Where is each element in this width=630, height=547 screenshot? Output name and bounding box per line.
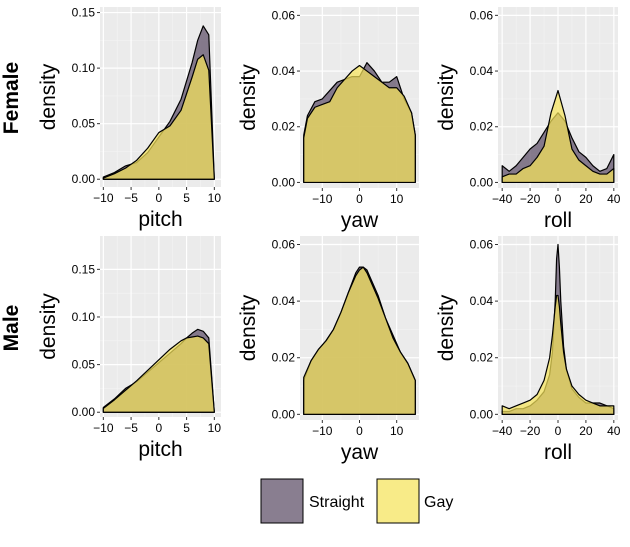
y-tick-label: 0.00 <box>72 172 96 186</box>
x-tick-label: 10 <box>208 191 222 205</box>
legend: Straight Gay <box>260 478 453 524</box>
x-tick-label: 0 <box>555 424 562 438</box>
panel-female-roll: 0.00 0.02 0.04 0.06 −40 −20 0 20 40 roll density <box>435 7 621 232</box>
x-tick-label: 20 <box>579 192 593 206</box>
x-tick-label: −40 <box>492 192 513 206</box>
x-tick-label: 40 <box>607 192 621 206</box>
y-axis-label: density <box>37 63 60 130</box>
y-axis-label: density <box>37 293 60 360</box>
y-tick-label: 0.02 <box>470 351 494 365</box>
panel-female-yaw: 0.00 0.02 0.04 0.06 −10 0 10 yaw density <box>237 7 419 232</box>
x-axis-label: roll <box>544 441 572 464</box>
x-tick-label: −10 <box>312 424 333 438</box>
x-tick-label: 0 <box>555 192 562 206</box>
y-tick-label: 0.04 <box>470 294 494 308</box>
x-tick-label: 20 <box>579 424 593 438</box>
y-axis-label: density <box>435 294 458 361</box>
legend-label-straight: Straight <box>309 494 365 511</box>
legend-key-gay <box>376 478 420 524</box>
y-tick-label: 0.04 <box>470 64 494 78</box>
y-tick-label: 0.00 <box>470 407 494 421</box>
x-axis-label: pitch <box>138 438 182 461</box>
y-tick-label: 0.00 <box>72 405 96 419</box>
y-tick-label: 0.06 <box>272 8 296 22</box>
x-tick-label: −10 <box>312 192 333 206</box>
panel-female-pitch: 0.00 0.05 0.10 0.15 −10 −5 0 5 10 pitch density <box>37 6 221 231</box>
y-tick-label: 0.10 <box>72 310 96 324</box>
x-tick-label: 10 <box>390 424 404 438</box>
y-tick-label: 0.02 <box>470 120 494 134</box>
x-tick-label: −5 <box>124 421 138 435</box>
row-label-female: Female <box>0 62 23 134</box>
x-tick-label: −20 <box>520 424 541 438</box>
y-tick-label: 0.10 <box>72 61 96 75</box>
y-axis-label: density <box>237 64 260 131</box>
x-tick-label: 0 <box>155 191 162 205</box>
legend-key-straight <box>260 478 304 524</box>
y-tick-label: 0.04 <box>272 294 296 308</box>
density-area-gay <box>102 335 215 413</box>
x-axis-label: yaw <box>341 441 379 464</box>
x-tick-label: 5 <box>183 191 190 205</box>
x-tick-label: −40 <box>492 424 513 438</box>
x-tick-label: 10 <box>390 192 404 206</box>
x-tick-label: 5 <box>183 421 190 435</box>
x-tick-label: −10 <box>93 421 114 435</box>
y-tick-label: 0.15 <box>72 262 96 276</box>
y-tick-label: 0.05 <box>72 358 96 372</box>
x-tick-label: 0 <box>356 192 363 206</box>
density-area-gay <box>501 89 615 184</box>
x-tick-label: 10 <box>208 421 222 435</box>
y-tick-label: 0.06 <box>470 237 494 251</box>
y-tick-label: 0.00 <box>272 407 296 421</box>
y-axis-label: density <box>435 64 458 131</box>
x-tick-label: −20 <box>520 192 541 206</box>
panels: 0.000.050.100.15−10 −5 0 5 10pitchdensity0.0… <box>37 6 621 464</box>
row-label-male: Male <box>0 305 23 352</box>
x-tick-label: 0 <box>155 421 162 435</box>
y-tick-label: 0.15 <box>72 6 96 20</box>
density-area-gay <box>102 54 215 180</box>
x-tick-label: 40 <box>607 424 621 438</box>
y-tick-label: 0.06 <box>272 237 296 251</box>
legend-label-gay: Gay <box>424 494 453 511</box>
density-area-gay <box>501 294 615 415</box>
panel-male-yaw: 0.00 0.02 0.04 0.06 −10 0 10 yaw density <box>237 236 419 464</box>
x-axis-label: yaw <box>341 209 379 232</box>
y-tick-label: 0.02 <box>272 351 296 365</box>
x-axis-label: pitch <box>138 208 182 231</box>
y-tick-label: 0.05 <box>72 117 96 131</box>
y-tick-label: 0.06 <box>470 8 494 22</box>
x-tick-label: −5 <box>124 191 138 205</box>
density-area-gay <box>303 64 416 184</box>
y-tick-label: 0.00 <box>470 175 494 189</box>
panel-male-pitch: 0.00 0.05 0.10 0.15 −10 −5 0 5 10 pitch density <box>37 236 221 461</box>
y-axis-label: density <box>237 294 260 361</box>
density-area-gay <box>303 266 416 415</box>
x-axis-label: roll <box>544 209 572 232</box>
y-tick-label: 0.04 <box>272 64 296 78</box>
y-tick-label: 0.02 <box>272 120 296 134</box>
panel-male-roll: 0.00 0.02 0.04 0.06 −40 −20 0 20 40 roll density <box>435 236 621 464</box>
y-tick-label: 0.00 <box>272 175 296 189</box>
x-tick-label: −10 <box>93 191 114 205</box>
x-tick-label: 0 <box>356 424 363 438</box>
